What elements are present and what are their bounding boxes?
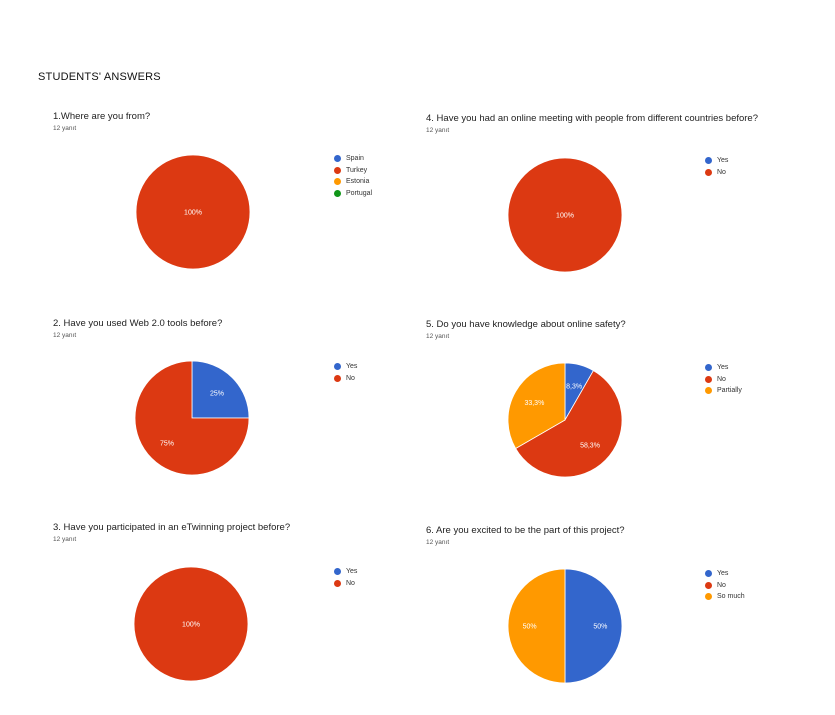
chart-legend: Yes No Partially [705, 362, 742, 397]
pie-chart: 50% 50% [507, 568, 623, 684]
legend-label: Spain [346, 155, 364, 163]
pie-slice-no [133, 566, 249, 682]
legend-item-portugal: Portugal [334, 188, 372, 200]
legend-swatch [334, 178, 341, 186]
legend-swatch [334, 579, 341, 587]
chart-legend: Spain Turkey Estonia Portugal [334, 153, 372, 199]
legend-swatch [334, 166, 341, 174]
legend-item-no: No [334, 578, 357, 590]
legend-item-estonia: Estonia [334, 176, 372, 188]
legend-item-yes: Yes [334, 361, 357, 373]
legend-item-yes: Yes [705, 155, 728, 167]
chart-title: 2. Have you used Web 2.0 tools before? [53, 318, 223, 329]
chart-title: 6. Are you excited to be the part of thi… [426, 525, 625, 536]
legend-label: Yes [717, 157, 729, 165]
chart-panel-q2: 2. Have you used Web 2.0 tools before? 1… [53, 318, 453, 508]
pie-slice-no [507, 157, 623, 273]
legend-label: Yes [346, 363, 358, 371]
response-count: 12 yanıt [53, 125, 77, 132]
chart-panel-q3: 3. Have you participated in an eTwinning… [53, 522, 453, 712]
legend-item-spain: Spain [334, 153, 372, 165]
slice-label-so-much: 50% [523, 624, 537, 631]
legend-swatch [705, 593, 712, 601]
pie-slice-no [134, 360, 250, 476]
legend-label: No [346, 579, 355, 587]
pie-slice-no [515, 370, 623, 478]
legend-item-yes: Yes [705, 362, 742, 374]
legend-label: Yes [717, 364, 729, 372]
chart-title: 5. Do you have knowledge about online sa… [426, 319, 626, 330]
chart-title: 4. Have you had an online meeting with p… [426, 113, 759, 124]
slice-label-yes: 50% [593, 624, 607, 631]
legend-swatch [705, 364, 712, 372]
chart-title: 1.Where are you from? [53, 111, 151, 122]
pie-slice-so-much [507, 568, 566, 684]
legend-swatch [334, 568, 341, 576]
slice-label-partially: 33,3% [524, 400, 544, 407]
slice-label-no: 100% [182, 622, 200, 629]
pie-slice-turkey [135, 154, 251, 270]
legend-swatch [334, 363, 341, 371]
legend-label: Estonia [346, 178, 370, 186]
legend-item-no: No [334, 373, 357, 385]
legend-label: Partially [717, 387, 742, 395]
legend-swatch [705, 581, 712, 589]
legend-label: So much [717, 593, 745, 601]
legend-label: No [346, 374, 355, 382]
slice-label-no: 75% [160, 440, 174, 447]
chart-legend: Yes No [334, 361, 357, 384]
legend-item-yes: Yes [334, 566, 357, 578]
pie-chart: 100% [507, 157, 623, 273]
chart-legend: Yes No [334, 566, 357, 589]
pie-chart: 8,3% 58,3% 33,3% [507, 362, 623, 478]
legend-swatch [334, 189, 341, 197]
legend-item-yes: Yes [705, 568, 745, 580]
chart-panel-q1: 1.Where are you from? 12 yanıt 100% Spai… [53, 111, 453, 301]
legend-swatch [705, 157, 712, 165]
page-title: STUDENTS' ANSWERS [38, 71, 161, 83]
legend-label: No [717, 168, 726, 176]
slice-label-turkey: 100% [184, 210, 202, 217]
pie-slice-yes [564, 568, 623, 684]
response-count: 12 yanıt [426, 127, 450, 134]
chart-panel-q5: 5. Do you have knowledge about online sa… [426, 319, 826, 509]
response-count: 12 yanıt [426, 539, 450, 546]
legend-swatch [705, 570, 712, 578]
slice-label-no: 100% [556, 213, 574, 220]
chart-panel-q6: 6. Are you excited to be the part of thi… [426, 525, 826, 715]
pie-chart: 100% [135, 154, 251, 270]
legend-item-turkey: Turkey [334, 165, 372, 177]
pie-slice-partially [507, 362, 566, 450]
legend-item-no: No [705, 374, 742, 386]
legend-label: Yes [717, 570, 729, 578]
legend-swatch [705, 375, 712, 383]
pie-chart: 25% 75% [134, 360, 250, 476]
legend-label: Yes [346, 568, 358, 576]
slice-label-yes: 25% [210, 391, 224, 398]
response-count: 12 yanıt [53, 536, 77, 543]
legend-swatch [334, 155, 341, 163]
legend-label: No [717, 375, 726, 383]
legend-item-no: No [705, 167, 728, 179]
legend-label: No [717, 581, 726, 589]
chart-legend: Yes No [705, 155, 728, 178]
chart-panel-q4: 4. Have you had an online meeting with p… [426, 113, 826, 303]
legend-item-so-much: So much [705, 591, 745, 603]
slice-label-yes: 8,3% [566, 383, 582, 390]
legend-label: Portugal [346, 189, 373, 197]
response-count: 12 yanıt [426, 333, 450, 340]
legend-item-partially: Partially [705, 385, 742, 397]
slice-label-no: 58,3% [580, 442, 600, 449]
legend-swatch [705, 168, 712, 176]
legend-swatch [334, 374, 341, 382]
pie-slice-yes [191, 360, 250, 419]
legend-swatch [705, 387, 712, 395]
chart-legend: Yes No So much [705, 568, 745, 603]
legend-item-no: No [705, 580, 745, 592]
pie-chart: 100% [133, 566, 249, 682]
chart-title: 3. Have you participated in an eTwinning… [53, 522, 291, 533]
legend-label: Turkey [346, 166, 368, 174]
response-count: 12 yanıt [53, 332, 77, 339]
